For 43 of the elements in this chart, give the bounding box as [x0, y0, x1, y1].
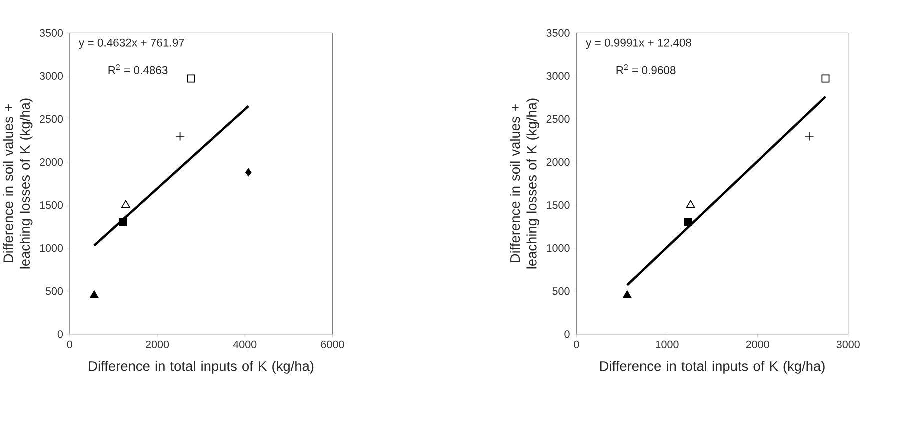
point [187, 74, 196, 83]
y-tick-label: 1500 [547, 201, 570, 209]
annotation: y = 0.4632x + 761.97 [78, 38, 184, 49]
annotation: R$^{2}$ = 0.4863 [108, 64, 168, 74]
x-tick-label: 4000 [233, 340, 257, 348]
y-axis-title: Difference in soil values + leaching losses of K (kg/ha) [3, 98, 33, 269]
x-axis-title: Difference in total inputs of K (kg/ha) [89, 360, 314, 374]
point [246, 168, 252, 176]
y-tick-label: 0 [564, 330, 570, 338]
x-tick-label: 0 [67, 340, 72, 348]
y-tick-label: 1000 [547, 244, 570, 252]
y-tick-label: 2500 [40, 115, 64, 123]
point [686, 200, 696, 208]
annotation: R$^{2}$ = 0.9608 [616, 64, 676, 74]
x-tick-label: 0 [574, 340, 580, 348]
point [122, 200, 130, 208]
y-tick-label: 1000 [40, 244, 64, 252]
point [804, 132, 814, 142]
y-tick-label: 3000 [546, 72, 570, 80]
point [822, 74, 830, 83]
y-tick-label: 3000 [40, 72, 64, 80]
y-tick-label: 0 [58, 330, 64, 338]
point [176, 132, 186, 142]
y-tick-label: 2500 [546, 115, 570, 123]
point [119, 218, 128, 226]
point [623, 290, 632, 298]
x-tick-label: 2000 [146, 340, 170, 348]
x-axis-title: Difference in total inputs of K (kg/ha) [600, 360, 825, 374]
x-tick-label: 1000 [656, 340, 679, 348]
y-tick-label: 500 [552, 287, 570, 296]
annotation: y = 0.9991x + 12.408 [586, 38, 692, 49]
y-tick-label: 2000 [40, 158, 64, 166]
y-tick-label: 2000 [546, 158, 570, 166]
x-tick-label: 3000 [836, 340, 860, 348]
point [90, 290, 99, 298]
y-tick-label: 3500 [546, 29, 570, 37]
y-axis-title: Difference in soil values + leaching losses of K (kg/ha) [510, 98, 540, 269]
y-tick-label: 3500 [40, 29, 64, 37]
point [684, 218, 692, 226]
y-tick-label: 500 [46, 287, 64, 296]
x-tick-label: 6000 [321, 340, 344, 348]
y-tick-label: 1500 [40, 201, 64, 209]
x-tick-label: 2000 [746, 340, 770, 348]
